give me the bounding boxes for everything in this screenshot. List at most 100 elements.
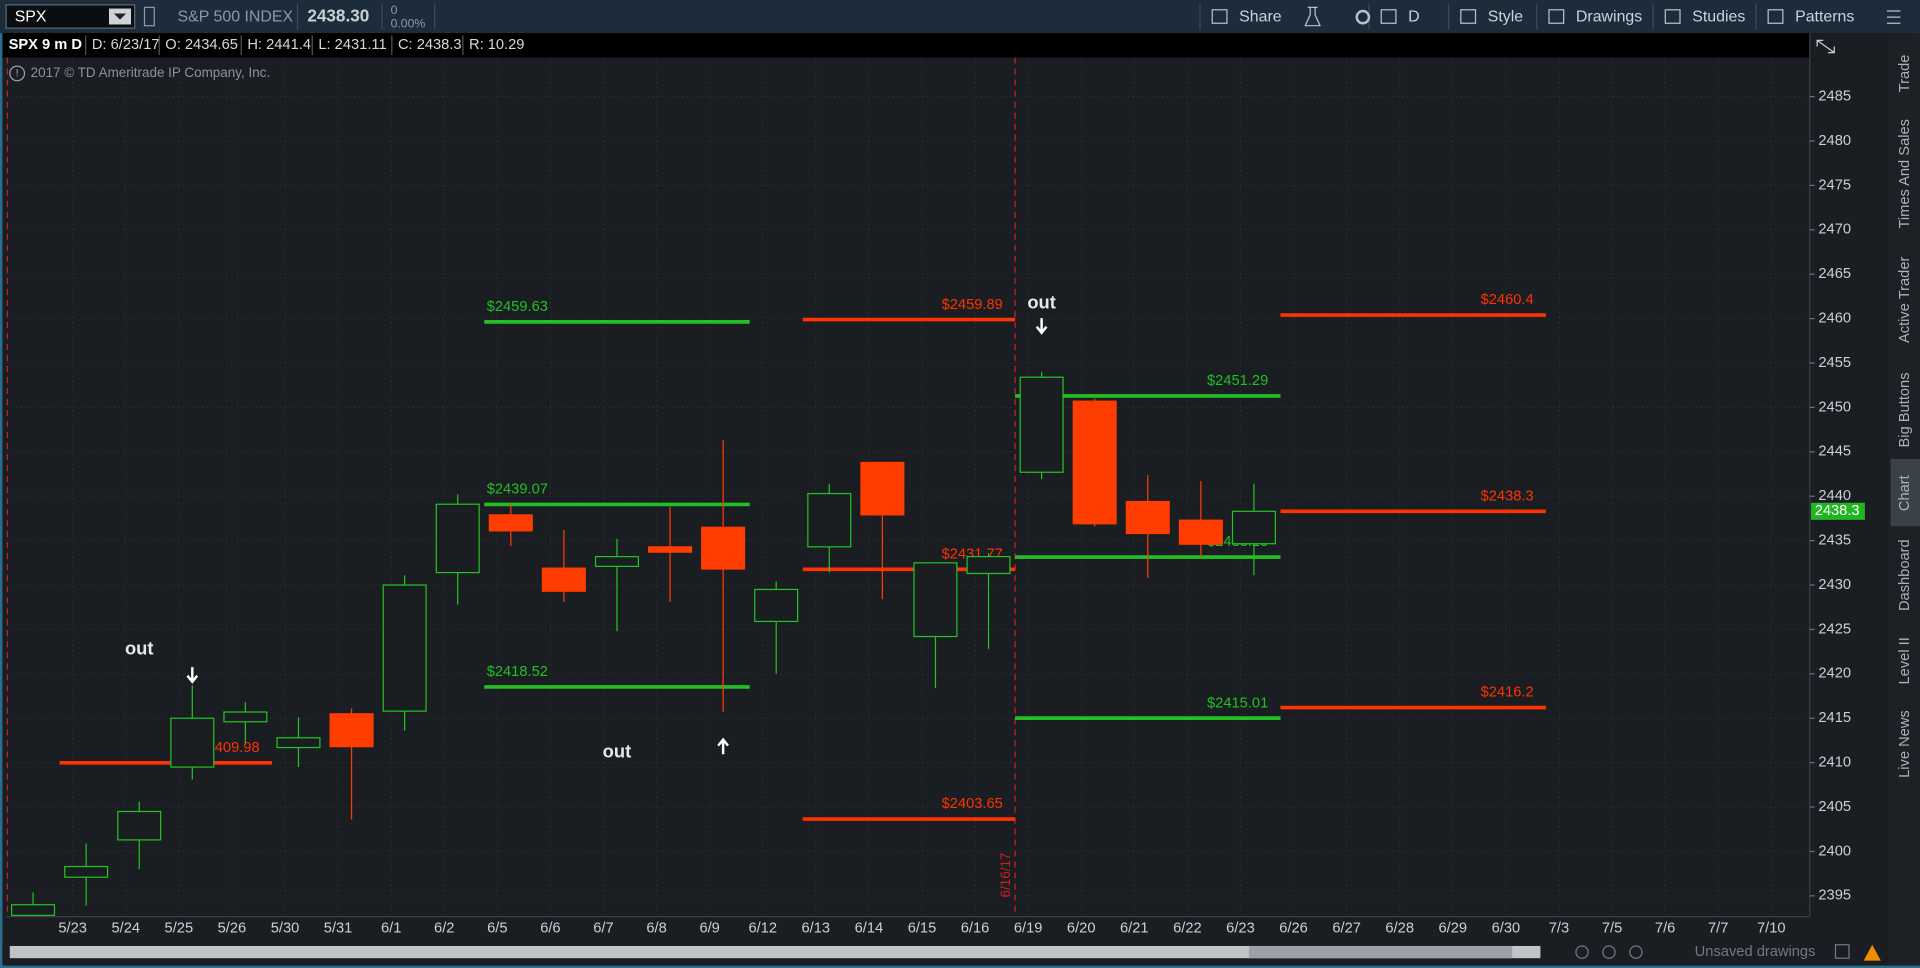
scrollbar-track[interactable] <box>9 945 1541 959</box>
sidebar-tab[interactable]: Dashboard <box>1897 539 1913 611</box>
toolbar-button-icon[interactable] <box>1211 9 1228 24</box>
toolbar-button[interactable]: Studies <box>1692 8 1745 25</box>
price-level-label: $2460.4 <box>1481 292 1534 308</box>
candle-body <box>913 562 958 638</box>
price-axis <box>1809 33 1886 917</box>
x-tick-label: 5/31 <box>324 921 353 937</box>
zoom-out-icon[interactable] <box>1629 945 1643 959</box>
toolbar-button-icon[interactable] <box>1767 9 1784 24</box>
header-field: H: 2441.4 <box>247 37 311 53</box>
toolbar-button[interactable]: Style <box>1488 8 1524 25</box>
price-level-label: $2438.3 <box>1481 489 1534 505</box>
candle-body <box>541 567 586 592</box>
sidebar-tab[interactable]: Big Buttons <box>1897 372 1913 447</box>
warning-icon[interactable] <box>1863 944 1881 961</box>
candle-body <box>170 717 215 768</box>
y-tick-label: 2435 <box>1818 532 1851 548</box>
y-tick-label: 2475 <box>1818 177 1851 193</box>
settings-icon[interactable] <box>1355 9 1371 25</box>
y-tick-label: 2465 <box>1818 266 1851 282</box>
candle-body <box>594 555 640 567</box>
drawings-status: Unsaved drawings <box>1695 944 1816 960</box>
y-tick-label: 2455 <box>1818 355 1851 371</box>
price-level-label: $2439.07 <box>487 482 548 498</box>
header-field: C: 2438.3 <box>398 37 462 53</box>
x-tick-label: 7/3 <box>1549 921 1569 937</box>
candle-body <box>276 737 321 749</box>
toolbar-button[interactable]: D <box>1408 8 1420 25</box>
toolbar-button[interactable]: Drawings <box>1576 8 1642 25</box>
last-price-tag <box>1811 502 1865 520</box>
y-tick-label: 2400 <box>1818 843 1851 859</box>
y-tick-label: 2405 <box>1818 799 1851 815</box>
x-tick-label: 6/8 <box>646 921 666 937</box>
flask-icon[interactable] <box>1304 6 1321 27</box>
x-tick-label: 6/9 <box>699 921 719 937</box>
y-tick-label: 2430 <box>1818 577 1851 593</box>
price-level-label: $2415.01 <box>1207 695 1268 711</box>
expand-icon[interactable] <box>1816 39 1835 54</box>
sidebar-tab[interactable]: Level II <box>1897 637 1913 684</box>
x-tick-label: 6/27 <box>1332 921 1361 937</box>
candle-body <box>64 865 109 878</box>
x-tick-label: 6/12 <box>748 921 777 937</box>
y-tick-label: 2425 <box>1818 621 1851 637</box>
scrollbar-thumb[interactable] <box>1248 945 1513 959</box>
candle-body <box>382 584 427 712</box>
sidebar-tab[interactable]: Times And Sales <box>1897 119 1913 229</box>
x-tick-label: 6/30 <box>1492 921 1521 937</box>
zoom-in-icon[interactable] <box>1602 945 1616 959</box>
symbol-description: S&P 500 INDEX <box>178 8 294 25</box>
price-level-label: $2459.63 <box>487 299 548 315</box>
toolbar-button[interactable]: Patterns <box>1795 8 1854 25</box>
candle-body <box>807 492 852 548</box>
candle-body <box>329 713 374 748</box>
sidebar-tab[interactable]: Chart <box>1897 475 1913 511</box>
x-tick-label: 6/23 <box>1226 921 1255 937</box>
save-icon[interactable] <box>1834 944 1850 959</box>
price-level-label: $2403.65 <box>942 796 1003 812</box>
symbol[interactable]: SPX <box>15 8 47 25</box>
sidebar-tab[interactable]: Active Trader <box>1897 257 1913 344</box>
price-level-label: $2418.52 <box>487 664 548 680</box>
x-tick-label: 6/20 <box>1067 921 1096 937</box>
y-tick-label: 2410 <box>1818 755 1851 771</box>
chart-panel <box>2 33 1918 966</box>
x-tick-label: 7/7 <box>1708 921 1728 937</box>
candle-body <box>117 810 162 841</box>
annotation-text: out <box>1027 291 1056 312</box>
x-tick-label: 5/24 <box>111 921 140 937</box>
header-fields: D: 6/23/17 O: 2434.65 H: 2441.4 L: 2431.11 C… <box>85 35 524 56</box>
x-tick-label: 6/15 <box>908 921 937 937</box>
plot-area: 6/16/17$2409.98$2459.63$2439.07$2418.52$… <box>6 57 1810 916</box>
menu-icon[interactable] <box>1886 10 1901 24</box>
sidebar-tab[interactable]: Trade <box>1897 55 1913 93</box>
chart-header <box>2 33 1810 58</box>
info-icon[interactable] <box>9 65 26 82</box>
x-tick-label: 7/10 <box>1757 921 1786 937</box>
toolbar-button[interactable]: Share <box>1239 8 1282 25</box>
last-price: 2438.30 <box>307 6 369 26</box>
toolbar-button-icon[interactable] <box>1664 9 1681 24</box>
y-tick-label: 2450 <box>1818 399 1851 415</box>
sidebar-tab[interactable]: Live News <box>1897 710 1913 778</box>
annotation-arrow <box>717 737 729 755</box>
x-tick-label: 5/26 <box>218 921 247 937</box>
toolbar-button-icon[interactable] <box>1548 9 1565 24</box>
crosshair-icon[interactable] <box>1575 945 1589 959</box>
date-marker-label: 6/16/17 <box>998 853 1013 898</box>
toolbar-button-icon[interactable] <box>1460 9 1477 24</box>
candle-body <box>1019 376 1064 473</box>
info-icon-glyph: ! <box>16 67 19 79</box>
x-tick-label: 5/30 <box>271 921 300 937</box>
link-icon[interactable] <box>143 6 155 27</box>
symbol-box[interactable] <box>5 4 136 29</box>
toolbar-button-icon[interactable] <box>1380 9 1397 24</box>
copyright: 2017 © TD Ameritrade IP Company, Inc. <box>31 65 271 80</box>
y-tick-label: 2480 <box>1818 133 1851 149</box>
candle-body <box>1178 519 1223 545</box>
candle-body <box>1231 510 1276 545</box>
x-tick-label: 5/25 <box>165 921 194 937</box>
y-tick-label: 2440 <box>1818 488 1851 504</box>
